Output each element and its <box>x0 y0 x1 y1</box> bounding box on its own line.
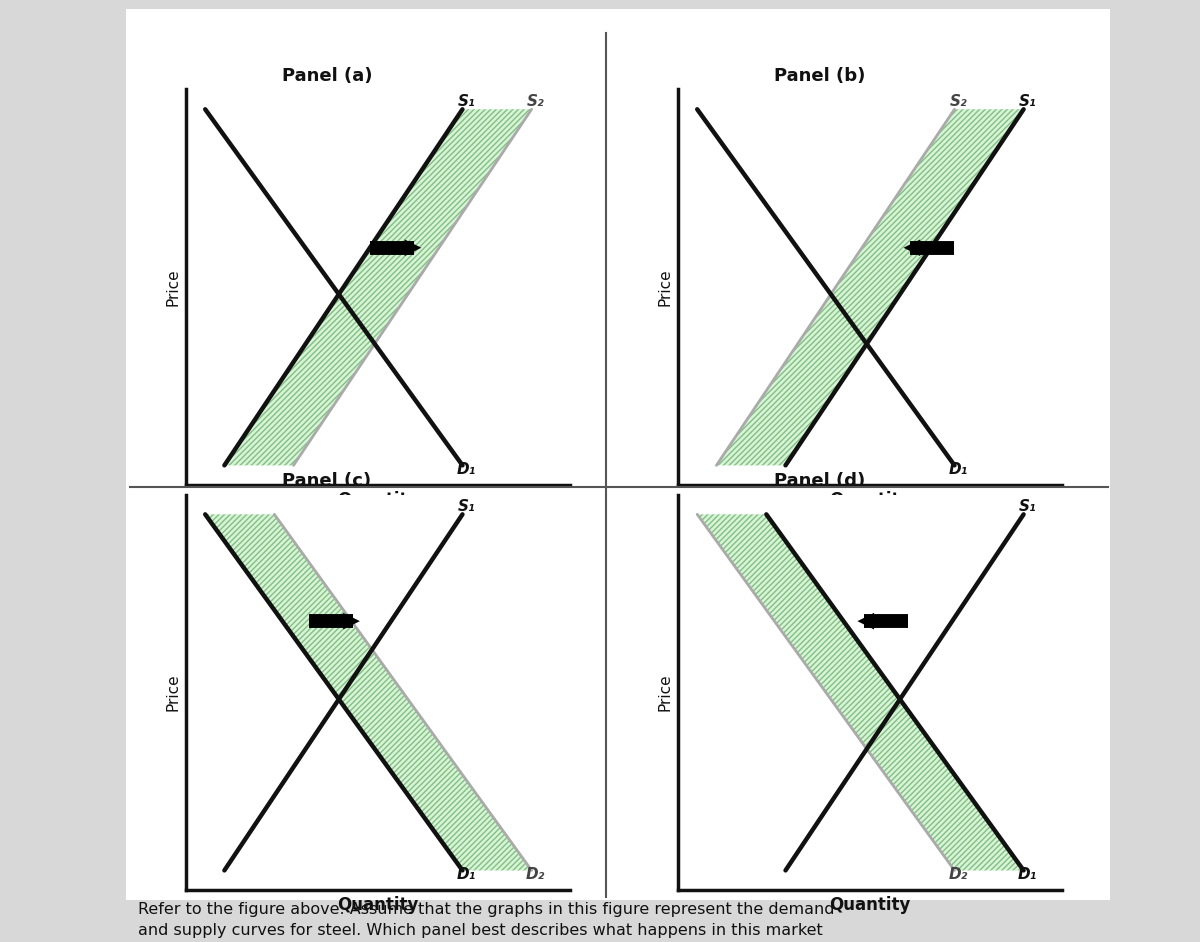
X-axis label: Quantity: Quantity <box>829 896 911 914</box>
Text: Panel (a): Panel (a) <box>282 67 372 85</box>
X-axis label: Quantity: Quantity <box>337 896 419 914</box>
Text: S₂: S₂ <box>527 94 545 109</box>
Text: Panel (d): Panel (d) <box>774 472 865 490</box>
Text: and supply curves for steel. Which panel best describes what happens in this mar: and supply curves for steel. Which panel… <box>138 923 823 938</box>
Y-axis label: Price: Price <box>166 268 180 306</box>
Polygon shape <box>716 109 1024 465</box>
Text: D₁: D₁ <box>457 462 476 477</box>
Text: Panel (c): Panel (c) <box>282 472 371 490</box>
Polygon shape <box>697 514 1024 870</box>
Polygon shape <box>224 109 532 465</box>
Text: S₂: S₂ <box>949 94 967 109</box>
Text: D₂: D₂ <box>526 867 545 882</box>
Text: S₁: S₁ <box>457 94 475 109</box>
Polygon shape <box>205 514 532 870</box>
Y-axis label: Price: Price <box>658 674 672 711</box>
Y-axis label: Price: Price <box>658 268 672 306</box>
Text: D₂: D₂ <box>949 867 968 882</box>
Y-axis label: Price: Price <box>166 674 180 711</box>
Text: S₁: S₁ <box>1019 499 1037 514</box>
Text: D₁: D₁ <box>949 462 968 477</box>
X-axis label: Quantity: Quantity <box>337 491 419 509</box>
Text: D₁: D₁ <box>457 867 476 882</box>
Text: Panel (b): Panel (b) <box>774 67 865 85</box>
Text: S₁: S₁ <box>457 499 475 514</box>
X-axis label: Quantity: Quantity <box>829 491 911 509</box>
Text: Refer to the figure above. Assume that the graphs in this figure represent the d: Refer to the figure above. Assume that t… <box>138 902 834 918</box>
Text: S₁: S₁ <box>1019 94 1037 109</box>
Text: D₁: D₁ <box>1018 867 1037 882</box>
